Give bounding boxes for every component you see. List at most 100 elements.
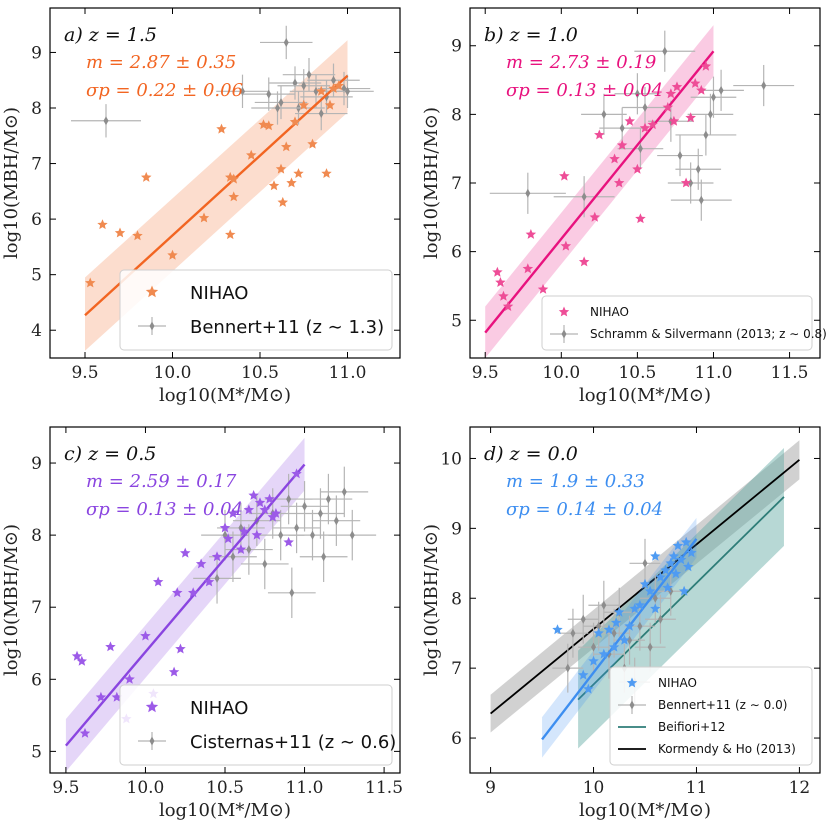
nihao-point <box>502 301 514 311</box>
axes-frame <box>469 426 821 774</box>
nihao-point <box>259 504 270 515</box>
nihao-point <box>254 497 266 508</box>
nihao-point <box>578 669 589 680</box>
nihao-point <box>307 138 318 149</box>
reference-point <box>282 58 336 92</box>
x-tick-label: 11.5 <box>365 778 403 798</box>
x-tick-label: 10.0 <box>154 363 192 383</box>
nihao-point <box>251 529 262 540</box>
panel-a: 9.5 10.0 10.5 11.0 4 5 6 7 8 9 log10(M*/M⊙) log10(M… <box>1 7 401 406</box>
x-tick-label: 9 <box>485 778 496 798</box>
nihao-point <box>258 119 269 130</box>
nihao-point <box>647 119 658 130</box>
nihao-point <box>675 554 687 565</box>
nihao-point <box>619 634 630 645</box>
slope-annotation: m = 2.87 ± 0.35 <box>86 52 236 73</box>
reference-point <box>617 128 664 170</box>
y-tick-label: 5 <box>31 742 42 762</box>
legend-label: Beifiori+12 <box>658 720 725 734</box>
nihao-point <box>662 102 674 112</box>
reference-point <box>267 567 316 619</box>
x-axis-label: log10(M*/M⊙) <box>579 800 711 821</box>
nihao-point <box>114 227 126 238</box>
nihao-point <box>522 263 534 274</box>
y-tick-label: 9 <box>451 519 462 539</box>
y-axis-label: log10(MBH/M⊙) <box>421 107 442 259</box>
nihao-point <box>629 603 640 614</box>
nihao-point <box>289 116 301 127</box>
reference-point <box>657 134 703 177</box>
legend-label: Kormendy & Ho (2013) <box>658 742 796 756</box>
nihao-point <box>552 624 563 635</box>
nihao-point <box>211 551 223 562</box>
nihao-point <box>97 219 108 230</box>
x-tick-label: 11.0 <box>286 778 324 798</box>
reference-point <box>557 608 589 658</box>
scatter-annotation: σp = 0.14 ± 0.04 <box>506 499 663 520</box>
legend-star-marker <box>145 285 159 298</box>
nihao-point <box>624 620 635 631</box>
y-tick-label: 5 <box>451 311 462 331</box>
legend-star-marker <box>626 677 638 688</box>
y-tick-label: 8 <box>31 526 42 546</box>
nihao-point <box>680 536 692 547</box>
nihao-point <box>634 599 646 610</box>
nihao-point <box>248 490 259 500</box>
legend: NIHAO Cisternas+11 (z ∼ 0.6) <box>119 684 396 766</box>
y-tick-label: 7 <box>31 598 42 618</box>
nihao-point <box>495 277 506 287</box>
nihao-point <box>690 78 701 88</box>
legend-label: NIHAO <box>190 698 248 719</box>
nihao-point <box>655 571 666 582</box>
reference-point <box>698 69 744 111</box>
reference-point <box>312 495 361 546</box>
nihao-point <box>613 177 625 188</box>
nihao-point <box>328 83 339 93</box>
legend-label: Bennert+11 (z ∼ 1.3) <box>190 317 384 338</box>
nihao-point <box>219 522 231 533</box>
nihao-point <box>593 627 604 638</box>
nihao-point <box>228 191 239 202</box>
reference-point <box>622 86 668 129</box>
scatter-annotation: σp = 0.22 ± 0.06 <box>86 80 243 101</box>
nihao-point <box>662 582 673 593</box>
nihao-point <box>264 493 275 504</box>
nihao-point <box>678 585 690 596</box>
nihao-point <box>153 576 164 587</box>
legend-star-marker <box>145 700 159 713</box>
nihao-point <box>227 508 239 518</box>
nihao-point <box>665 557 676 568</box>
nihao-point <box>639 578 651 589</box>
panel-d: 9 10 11 12678910log10(M*/M⊙)log10(MBH/M⊙)d)… <box>421 426 821 821</box>
y-tick-label: 7 <box>451 659 462 679</box>
nihao-point <box>268 180 280 191</box>
panel-c: 9.5 10.0 10.5 11.0 11.5 5 6 7 8 9 log10(M*/M⊙) log1… <box>1 426 403 821</box>
nihao-point <box>660 564 671 575</box>
reference-point <box>733 64 795 107</box>
nihao-point <box>175 643 186 654</box>
reference-point <box>645 594 676 644</box>
x-tick-label: 10.0 <box>542 363 580 383</box>
y-tick-label: 8 <box>451 105 462 125</box>
nihao-point <box>195 558 207 569</box>
nihao-point <box>650 550 661 561</box>
axes-frame <box>49 7 401 359</box>
nihao-point <box>525 229 537 239</box>
nihao-point <box>639 122 651 133</box>
nihao-point <box>624 115 635 126</box>
plot-area-b <box>484 25 795 358</box>
reference-point <box>639 573 671 623</box>
nihao-point <box>228 173 239 184</box>
y-axis-label: log10(MBH/M⊙) <box>421 524 442 676</box>
y-tick-label: 6 <box>451 729 462 749</box>
reference-point <box>299 531 348 582</box>
nihao-point <box>216 123 227 134</box>
nihao-point <box>603 624 615 635</box>
nihao-point <box>644 585 656 596</box>
nihao-point <box>76 655 87 666</box>
y-tick-label: 9 <box>451 37 462 57</box>
nihao-point <box>95 691 107 702</box>
nihao-point <box>594 129 605 140</box>
nihao-point <box>246 149 257 160</box>
legend-label: Bennert+11 (z ∼ 0.0) <box>658 698 787 712</box>
